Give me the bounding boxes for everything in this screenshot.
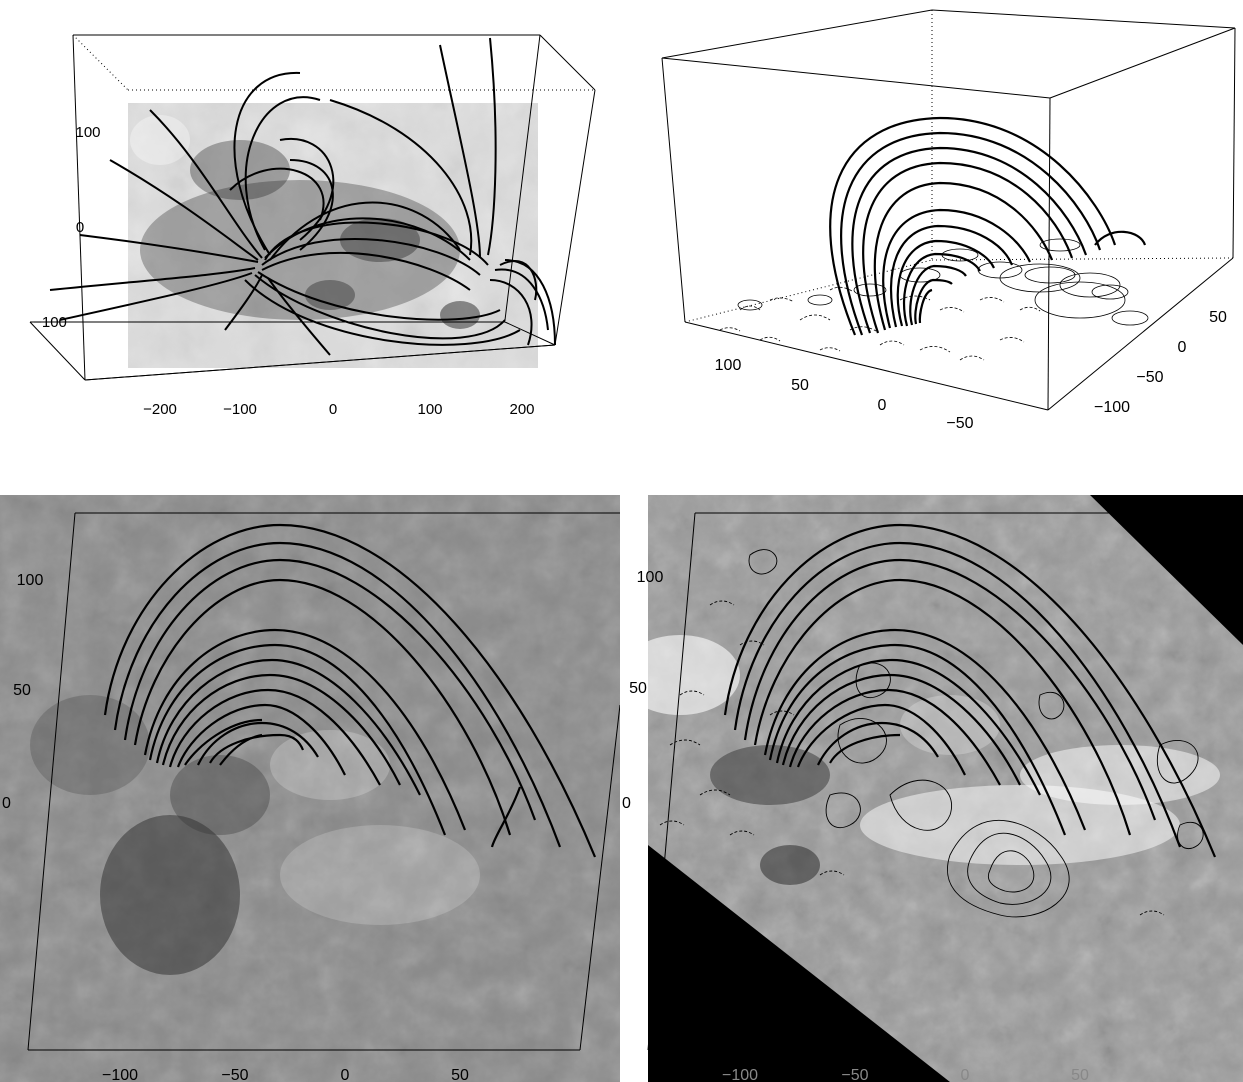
panel-a-y-tick: 100 [75,124,100,141]
panel-d-x-tick: 0 [961,1067,970,1082]
panel-d-y-tick: 50 [629,680,647,697]
panel-b-3d-loops: 100 50 0 −50 50 0 −50 −100 [661,9,1236,432]
panel-d-x-tick: −50 [841,1067,868,1082]
panel-a-x-tick: 200 [509,401,534,418]
chromosphere-image [648,495,1243,1082]
panel-a-x-tick: −100 [223,401,257,418]
panel-b-loops [829,116,1147,336]
panel-c-y-tick: 50 [13,682,31,699]
panel-a-x-tick: 100 [417,401,442,418]
magnetogram-image [0,495,620,1082]
panel-b-y-tick: −100 [1094,399,1130,416]
panel-b-x-tick: 0 [878,397,887,414]
panel-d-image-contours: 100 50 0 −100 −50 0 50 [620,495,1243,1082]
panel-a-euv-fieldlines: −200 −100 0 100 200 100 0 −100 [29,34,596,418]
panel-d-y-tick: 100 [637,569,664,586]
panel-d-x-tick: −100 [722,1067,758,1082]
panel-b-contours [719,238,1149,361]
panel-a-x-tick: −200 [143,401,177,418]
panel-c-x-tick: −100 [102,1067,138,1082]
panel-a-box [29,34,596,381]
panel-c-x-tick: 50 [451,1067,469,1082]
panel-b-y-tick: −50 [1136,369,1163,386]
panel-c-magnetogram: 100 50 0 −100 −50 0 50 [0,495,620,1082]
panel-c-y-tick: 100 [17,572,44,589]
panel-a-x-axis [84,344,556,381]
panel-d-x-tick: 50 [1071,1067,1089,1082]
panel-c-x-tick: −50 [221,1067,248,1082]
panel-d-y-tick: 0 [622,795,631,812]
panel-b-x-tick: 100 [715,357,742,374]
panel-b-x-tick: 50 [791,377,809,394]
panel-a-fieldlines [49,37,556,356]
panel-a-y-tick: −100 [33,314,67,331]
panel-a-y-tick: 0 [76,219,84,236]
panel-d-loops [723,523,1217,858]
panel-c-y-tick: 0 [2,795,11,812]
panel-c-loops [103,523,597,858]
panel-d-contours [659,549,1204,918]
panel-c-x-tick: 0 [341,1067,350,1082]
panel-b-y-tick: 50 [1209,309,1227,326]
panel-b-y-tick: 0 [1178,339,1187,356]
panel-a-x-tick: 0 [329,401,337,418]
panel-d-frame [647,512,1243,1051]
panel-b-x-tick: −50 [946,415,973,432]
panel-c-frame [27,512,620,1051]
panel-b-box [661,9,1236,411]
